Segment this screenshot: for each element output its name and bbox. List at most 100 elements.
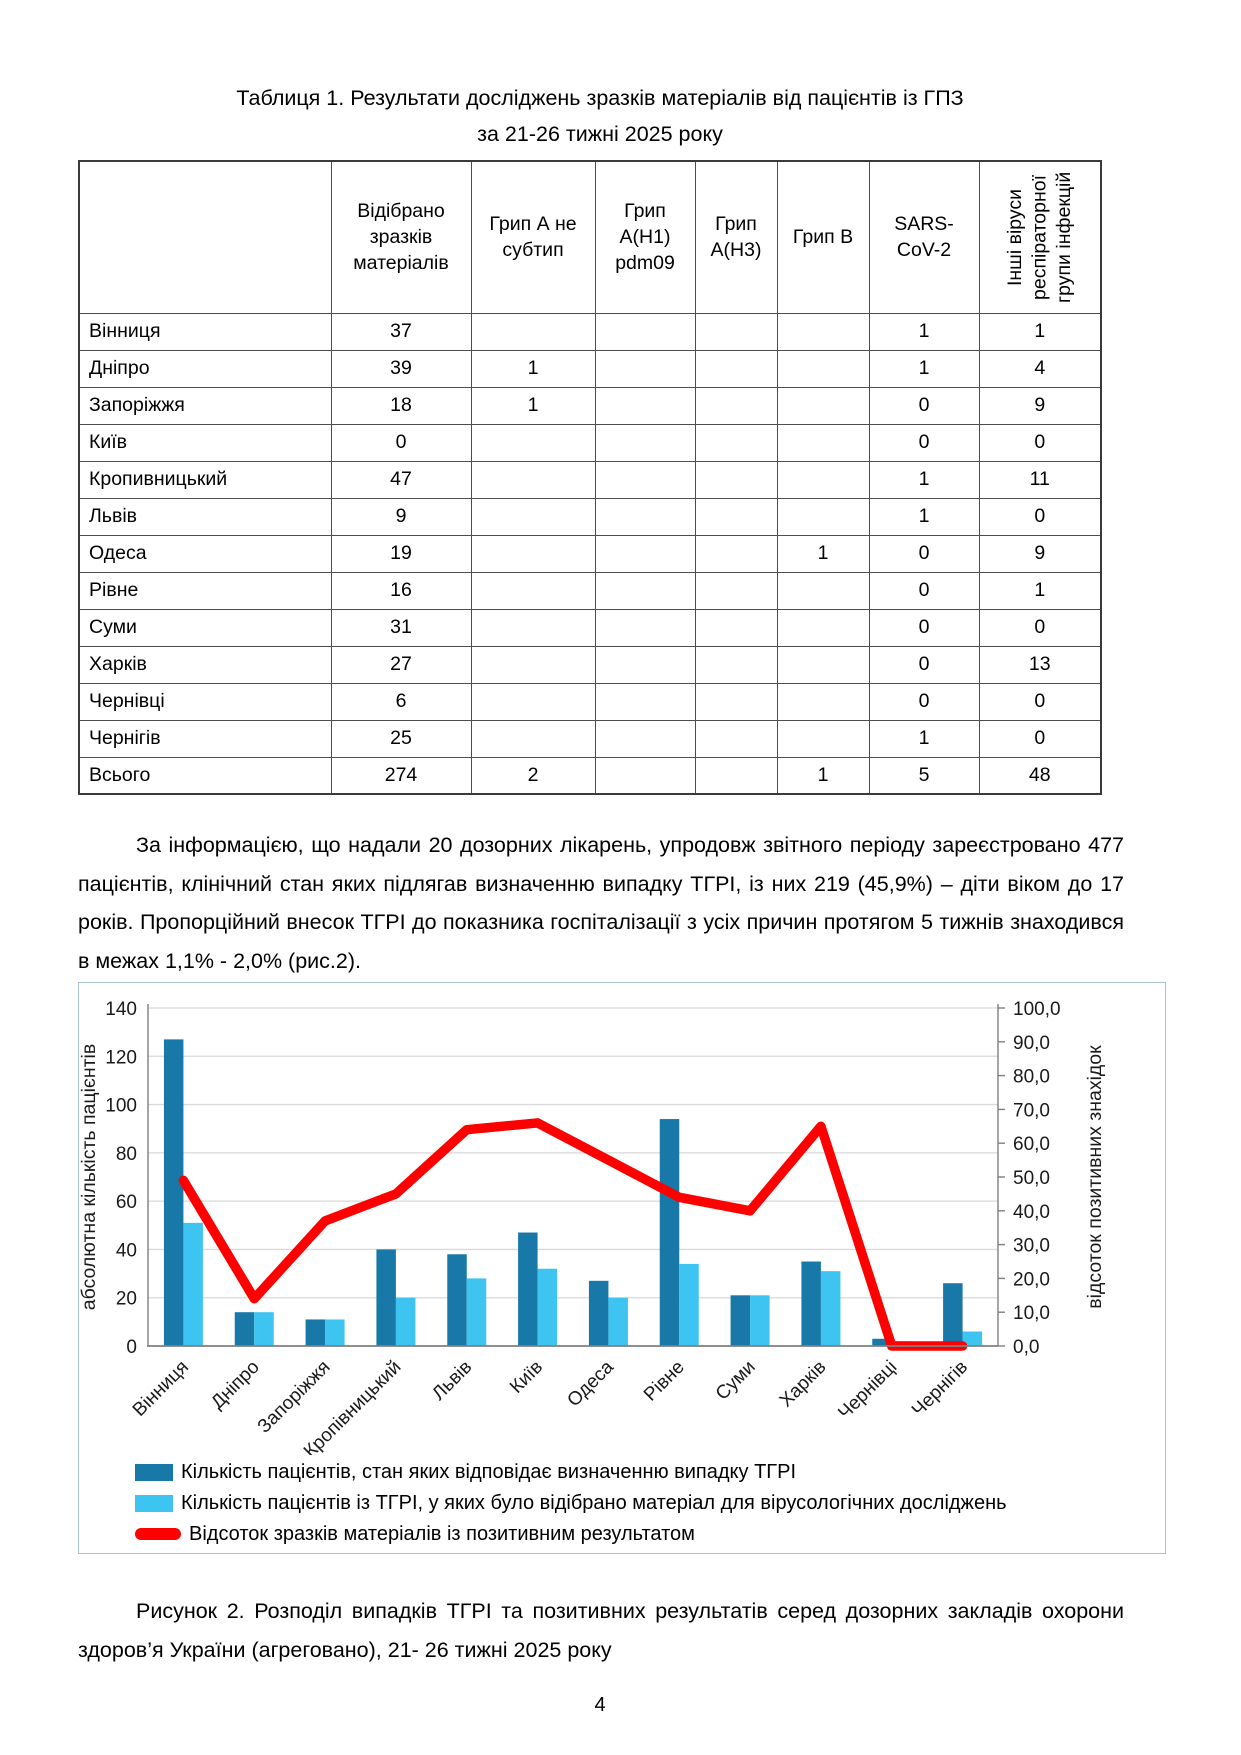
- left-axis-tick-label: 80: [116, 1144, 137, 1165]
- value-cell: 18: [330, 386, 472, 425]
- table-row: Львів 9 1 0: [78, 497, 1102, 536]
- left-axis-tick-label: 40: [116, 1240, 137, 1261]
- left-axis-tick-label: 0: [126, 1337, 137, 1358]
- value-cell: [694, 423, 778, 462]
- column-header: Грип В: [776, 160, 870, 314]
- bar-light-Львів: [466, 1278, 487, 1346]
- value-cell: 5: [868, 756, 980, 795]
- value-cell: [694, 571, 778, 610]
- value-cell: 39: [330, 349, 472, 388]
- value-cell: 0: [978, 497, 1102, 536]
- table-row: Чернівці 6 0 0: [78, 682, 1102, 721]
- value-cell: [776, 645, 870, 684]
- table-row: Київ 0 0 0: [78, 423, 1102, 462]
- value-cell: 1: [868, 312, 980, 351]
- left-axis-tick-label: 100: [105, 1096, 137, 1117]
- right-axis-tick-label: 90,0: [1013, 1033, 1050, 1054]
- value-cell: [470, 534, 596, 573]
- region-cell: Всього: [78, 756, 332, 795]
- bar-dark-Суми: [730, 1295, 751, 1346]
- bar-dark-Одеса: [588, 1280, 609, 1346]
- value-cell: 0: [978, 682, 1102, 721]
- value-cell: [594, 682, 696, 721]
- left-axis-tick-label: 60: [116, 1192, 137, 1213]
- region-cell: Чернівці: [78, 682, 332, 721]
- value-cell: [470, 460, 596, 499]
- value-cell: 0: [868, 608, 980, 647]
- bar-light-Кропівницький: [395, 1297, 416, 1346]
- value-cell: [776, 682, 870, 721]
- legend-item: Кількість пацієнтів із ТГРІ, у яких було…: [135, 1492, 1007, 1514]
- x-axis-label: Суми: [712, 1357, 760, 1405]
- x-axis-label: Дніпро: [207, 1357, 264, 1414]
- region-cell: Кропивницький: [78, 460, 332, 499]
- bar-light-Харків: [820, 1271, 841, 1346]
- region-cell: Київ: [78, 423, 332, 462]
- results-table-body: Вінниця 37 1 1 Дніпро 39 1 1 4 Запоріжжя 18 1 0 9 Київ…: [78, 312, 1102, 795]
- value-cell: [470, 608, 596, 647]
- results-table-header: Відібрано зразків матеріалів Грип А не су…: [78, 160, 1102, 314]
- column-header: SARS-CoV-2: [868, 160, 980, 314]
- left-axis-tick-label: 140: [105, 999, 137, 1020]
- right-axis-tick-label: 10,0: [1013, 1303, 1050, 1324]
- right-axis-tick-label: 50,0: [1013, 1168, 1050, 1189]
- bar-dark-Харків: [801, 1261, 821, 1346]
- value-cell: [594, 645, 696, 684]
- bar-dark-Запоріжжя: [305, 1319, 326, 1346]
- value-cell: [594, 460, 696, 499]
- bar-light-Суми: [750, 1295, 770, 1346]
- right-axis-title: відсоток позитивних знахідок: [1084, 1045, 1106, 1309]
- bar-light-Рівне: [679, 1263, 699, 1346]
- value-cell: [694, 349, 778, 388]
- page-number: 4: [594, 1694, 606, 1716]
- legend-bar-swatch: [135, 1463, 173, 1481]
- value-cell: 0: [868, 423, 980, 462]
- bar-dark-Чернігів: [943, 1283, 963, 1346]
- value-cell: [694, 497, 778, 536]
- value-cell: 4: [978, 349, 1102, 388]
- table-title: Таблиця 1. Результати досліджень зразків…: [78, 80, 1122, 152]
- right-axis-tick-label: 70,0: [1013, 1100, 1050, 1121]
- value-cell: 0: [978, 719, 1102, 758]
- bar-dark-Вінниця: [163, 1039, 184, 1346]
- value-cell: [470, 645, 596, 684]
- value-cell: [776, 497, 870, 536]
- value-cell: 1: [868, 497, 980, 536]
- table-row: Рівне 16 0 1: [78, 571, 1102, 610]
- region-cell: Чернігів: [78, 719, 332, 758]
- value-cell: [694, 460, 778, 499]
- value-cell: 27: [330, 645, 472, 684]
- value-cell: 48: [978, 756, 1102, 795]
- value-cell: 1: [868, 349, 980, 388]
- value-cell: 47: [330, 460, 472, 499]
- table-row: Чернігів 25 1 0: [78, 719, 1102, 758]
- x-axis-label: Львів: [428, 1357, 476, 1405]
- value-cell: [694, 682, 778, 721]
- value-cell: [470, 571, 596, 610]
- table-title-line1: Таблиця 1. Результати досліджень зразків…: [236, 86, 964, 110]
- right-axis-tick-label: 20,0: [1013, 1269, 1050, 1290]
- body-paragraph: За інформацією, що надали 20 дозорних лі…: [78, 833, 1124, 973]
- value-cell: [776, 349, 870, 388]
- table-row: Вінниця 37 1 1: [78, 312, 1102, 351]
- value-cell: 0: [978, 608, 1102, 647]
- x-axis-label: Харків: [776, 1357, 831, 1412]
- value-cell: 19: [330, 534, 472, 573]
- value-cell: 6: [330, 682, 472, 721]
- region-cell: Суми: [78, 608, 332, 647]
- value-cell: 0: [978, 423, 1102, 462]
- value-cell: [694, 534, 778, 573]
- chart-legend: Кількість пацієнтів, стан яких відповіда…: [135, 1461, 1007, 1545]
- value-cell: [694, 645, 778, 684]
- value-cell: 16: [330, 571, 472, 610]
- value-cell: 1: [978, 312, 1102, 351]
- x-axis-label: Київ: [506, 1357, 547, 1398]
- value-cell: [694, 756, 778, 795]
- table-row: Запоріжжя 18 1 0 9: [78, 386, 1102, 425]
- bar-light-Запоріжжя: [325, 1319, 345, 1346]
- value-cell: [470, 719, 596, 758]
- value-cell: [594, 386, 696, 425]
- column-header: [78, 160, 332, 314]
- value-cell: 0: [868, 645, 980, 684]
